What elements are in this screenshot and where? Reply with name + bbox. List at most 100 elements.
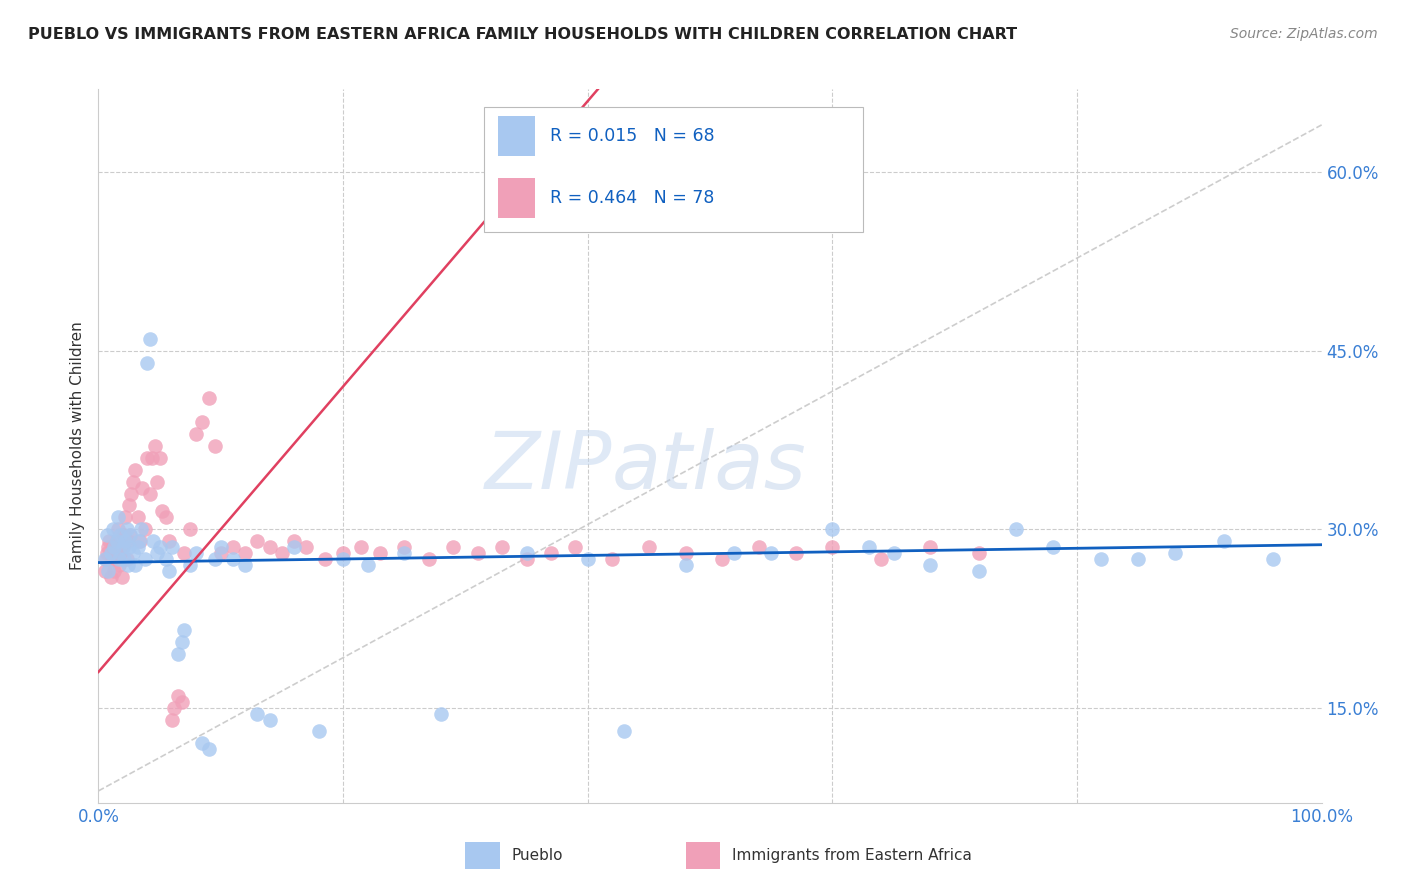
Point	[170, 695, 193, 709]
Point	[540, 546, 562, 560]
Point	[129, 522, 152, 536]
Point	[96, 546, 118, 560]
Point	[821, 522, 844, 536]
Point	[637, 540, 661, 554]
Point	[117, 558, 139, 572]
Point	[314, 552, 336, 566]
Point	[191, 736, 214, 750]
Point	[748, 540, 770, 554]
Point	[128, 534, 150, 549]
Point	[246, 534, 269, 549]
Point	[332, 546, 354, 560]
Point	[100, 570, 122, 584]
Point	[131, 481, 153, 495]
Point	[186, 546, 208, 560]
Point	[155, 552, 177, 566]
Point	[103, 564, 125, 578]
Point	[1128, 552, 1150, 566]
Point	[105, 534, 128, 549]
Point	[675, 546, 697, 560]
Point	[141, 450, 163, 465]
Text: Pueblo: Pueblo	[512, 848, 564, 863]
Point	[418, 552, 440, 566]
Point	[121, 475, 143, 489]
Point	[117, 534, 139, 549]
Point	[368, 546, 391, 560]
Point	[430, 706, 453, 721]
Point	[115, 522, 138, 536]
FancyBboxPatch shape	[686, 842, 720, 869]
Point	[209, 546, 232, 560]
Point	[146, 475, 169, 489]
Point	[111, 570, 134, 584]
Point	[356, 558, 378, 572]
Point	[785, 546, 807, 560]
Point	[118, 499, 141, 513]
Point	[93, 552, 115, 566]
Point	[197, 392, 219, 406]
Point	[1212, 534, 1234, 549]
Point	[675, 558, 697, 572]
Point	[870, 552, 893, 566]
Point	[222, 552, 245, 566]
Point	[121, 546, 143, 560]
Point	[149, 540, 172, 554]
Point	[259, 540, 281, 554]
Point	[246, 706, 269, 721]
Point	[107, 510, 129, 524]
Point	[467, 546, 489, 560]
Point	[576, 552, 599, 566]
Point	[146, 546, 169, 560]
Point	[94, 552, 117, 566]
Point	[104, 546, 127, 560]
Point	[821, 540, 844, 554]
Point	[179, 522, 201, 536]
Text: R = 0.015   N = 68: R = 0.015 N = 68	[550, 127, 714, 145]
Point	[1042, 540, 1064, 554]
Point	[204, 439, 226, 453]
Point	[883, 546, 905, 560]
Point	[155, 510, 177, 524]
Point	[103, 540, 125, 554]
Point	[114, 510, 136, 524]
Point	[270, 546, 294, 560]
Point	[134, 522, 156, 536]
Point	[120, 528, 142, 542]
Point	[127, 540, 149, 554]
Point	[157, 564, 180, 578]
Point	[711, 552, 734, 566]
Point	[120, 528, 142, 542]
Point	[118, 540, 141, 554]
Point	[157, 534, 180, 549]
Point	[108, 552, 131, 566]
Y-axis label: Family Households with Children: Family Households with Children	[69, 322, 84, 570]
Point	[129, 534, 152, 549]
FancyBboxPatch shape	[484, 107, 863, 232]
Point	[295, 540, 318, 554]
Point	[111, 540, 134, 554]
Point	[283, 540, 305, 554]
Point	[173, 624, 195, 638]
Point	[167, 689, 190, 703]
Text: R = 0.464   N = 78: R = 0.464 N = 78	[550, 189, 714, 207]
Point	[108, 558, 131, 572]
Point	[96, 528, 118, 542]
Point	[392, 540, 416, 554]
Point	[93, 564, 115, 578]
Point	[124, 463, 146, 477]
Point	[111, 540, 134, 554]
Point	[392, 546, 416, 560]
Point	[170, 635, 193, 649]
Point	[1004, 522, 1026, 536]
Point	[97, 540, 120, 554]
Point	[209, 540, 232, 554]
Point	[101, 540, 124, 554]
Point	[233, 558, 256, 572]
Point	[259, 713, 281, 727]
FancyBboxPatch shape	[465, 842, 499, 869]
Point	[114, 534, 136, 549]
Point	[967, 546, 990, 560]
Point	[515, 546, 537, 560]
Point	[110, 546, 132, 560]
Point	[149, 450, 172, 465]
